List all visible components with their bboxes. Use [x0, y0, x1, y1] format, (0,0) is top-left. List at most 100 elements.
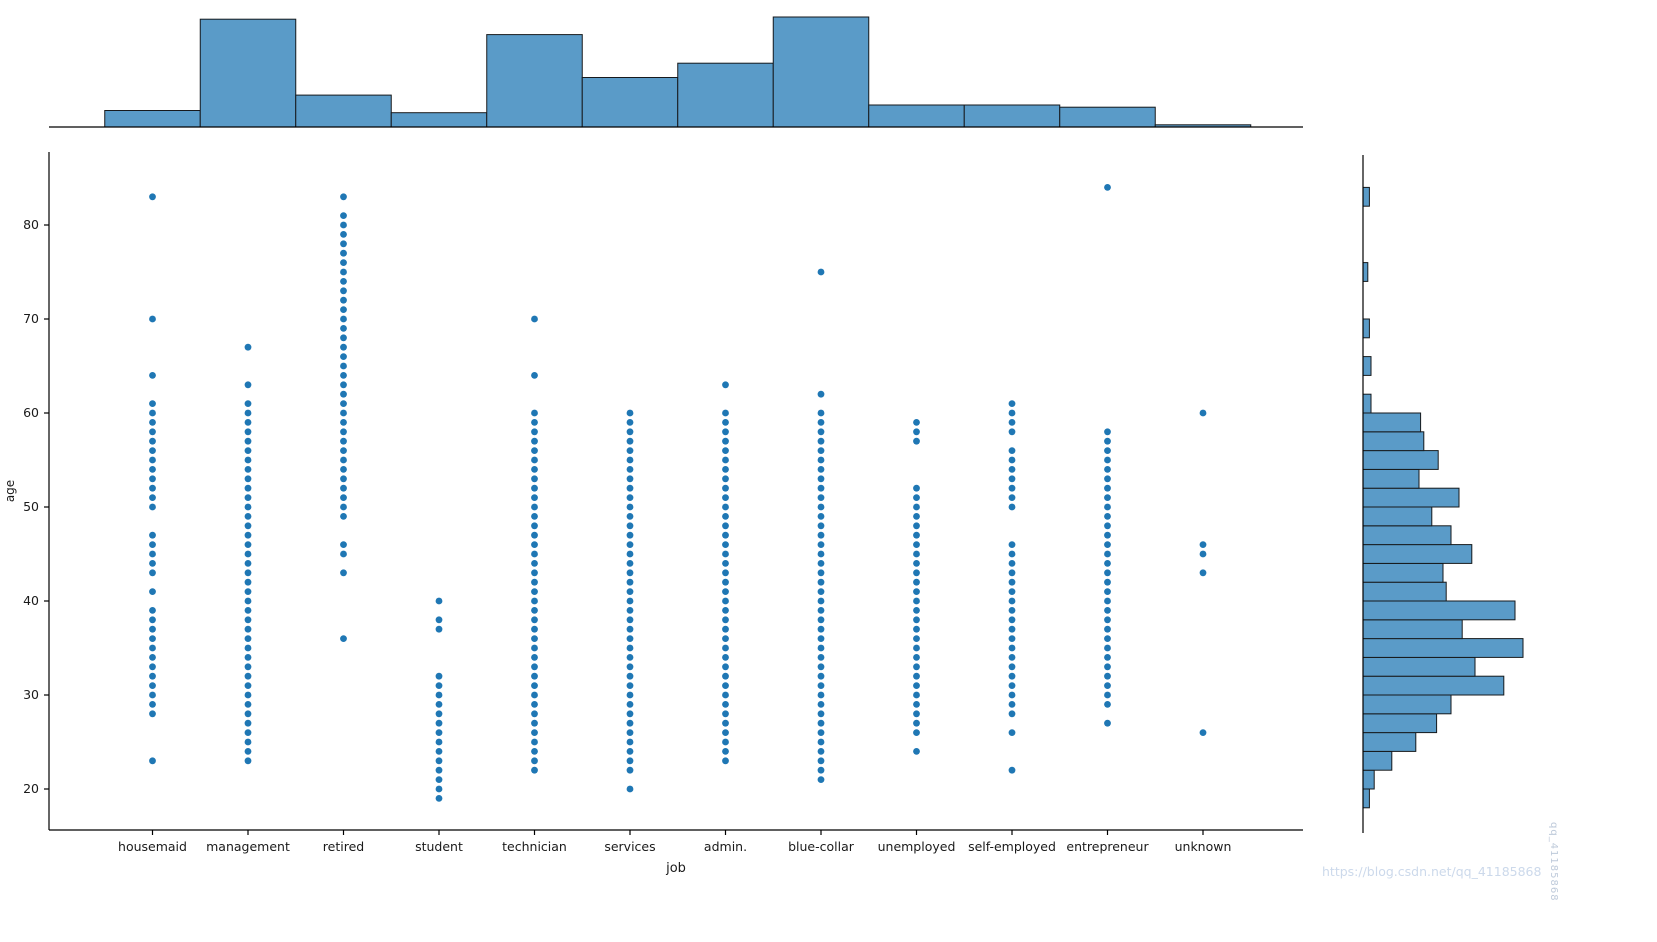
scatter-dot [626, 569, 634, 577]
scatter-dot [531, 625, 538, 633]
scatter-dot [722, 597, 729, 605]
scatter-dot [531, 550, 538, 558]
scatter-dot [149, 635, 156, 642]
scatter-dot [531, 738, 538, 746]
scatter-dot [1008, 466, 1016, 473]
scatter-dot [340, 193, 347, 201]
scatter-dot [1008, 710, 1016, 718]
scatter-dot [913, 701, 920, 708]
scatter-dot [1104, 616, 1111, 624]
scatter-dot [1104, 691, 1111, 699]
scatter-dot [817, 503, 825, 511]
scatter-dot [244, 409, 252, 417]
scatter-dot [244, 484, 252, 492]
scatter-dot [913, 729, 920, 736]
scatter-dot [244, 663, 252, 671]
scatter-dot [1199, 569, 1207, 577]
scatter-dot [1008, 494, 1016, 501]
scatter-dot [149, 560, 156, 567]
scatter-dot [722, 466, 729, 473]
scatter-dot [626, 597, 634, 605]
scatter-dot [1104, 184, 1111, 191]
scatter-dot [626, 522, 634, 530]
scatter-dot [435, 701, 443, 708]
scatter-dot [244, 729, 252, 736]
scatter-dot [626, 785, 634, 793]
scatter-dot [244, 466, 252, 473]
scatter-dot [531, 560, 538, 567]
scatter-dot [722, 419, 729, 426]
right-hist-bar [1362, 186, 1370, 207]
scatter-dot [1104, 437, 1111, 445]
scatter-dot [626, 616, 634, 624]
scatter-dot [1104, 607, 1111, 614]
scatter-dot [722, 456, 729, 464]
scatter-dot [531, 691, 538, 699]
scatter-dot [722, 757, 729, 765]
right-hist-bar [1362, 769, 1375, 790]
scatter-dot [531, 475, 538, 483]
scatter-dot [1008, 428, 1016, 436]
scatter-dot [149, 663, 156, 671]
scatter-dot [244, 607, 252, 614]
scatter-dot [722, 625, 729, 633]
scatter-dot [435, 719, 443, 727]
scatter-dot [817, 409, 825, 417]
scatter-dot [1008, 400, 1016, 407]
scatter-dot [1008, 597, 1016, 605]
scatter-dot [722, 578, 729, 586]
scatter-dot [913, 672, 920, 680]
scatter-dot [626, 644, 634, 652]
scatter-dot [244, 343, 252, 351]
scatter-dot [626, 701, 634, 708]
scatter-dot [722, 748, 729, 755]
scatter-dot [244, 701, 252, 708]
y-axis-title: age [3, 479, 17, 503]
scatter-dot [722, 550, 729, 558]
scatter-dot [149, 466, 156, 473]
scatter-dot [435, 766, 443, 774]
top-hist-bar-unemployed [868, 104, 965, 128]
scatter-dot [340, 343, 347, 351]
top-hist-bar-retired [295, 94, 392, 128]
scatter-dot [817, 550, 825, 558]
scatter-dot [1104, 428, 1111, 436]
scatter-dot [913, 494, 920, 501]
x-axis-title: job [666, 861, 686, 876]
scatter-dot [626, 513, 634, 520]
scatter-dot [722, 531, 729, 539]
scatter-dot [244, 578, 252, 586]
scatter-dot [1008, 578, 1016, 586]
scatter-dot [1008, 701, 1016, 708]
scatter-dot [149, 710, 156, 718]
scatter-dot [1104, 635, 1111, 642]
scatter-dot [722, 644, 729, 652]
scatter-dot [817, 560, 825, 567]
scatter-dot [626, 541, 634, 548]
scatter-dot [626, 588, 634, 595]
scatter-dot [817, 447, 825, 454]
scatter-dot [913, 484, 920, 492]
right-hist-bar [1362, 487, 1460, 508]
scatter-dot [244, 437, 252, 445]
scatter-dot [722, 654, 729, 661]
scatter-dot [913, 541, 920, 548]
scatter-dot [149, 400, 156, 407]
scatter-dot [626, 437, 634, 445]
scatter-dot [244, 625, 252, 633]
scatter-dot [913, 578, 920, 586]
scatter-dot [1199, 409, 1207, 417]
scatter-dot [149, 625, 156, 633]
right-hist-bar [1362, 675, 1505, 696]
scatter-dot [1104, 663, 1111, 671]
scatter-dot [626, 682, 634, 689]
x-tick-label-entrepreneur: entrepreneur [1066, 839, 1149, 854]
scatter-dot [340, 372, 347, 379]
scatter-dot [531, 616, 538, 624]
scatter-dot [340, 381, 347, 389]
scatter-dot [626, 503, 634, 511]
scatter-dot [626, 766, 634, 774]
scatter-dot [817, 672, 825, 680]
scatter-dot [1008, 569, 1016, 577]
scatter-dot [1199, 550, 1207, 558]
